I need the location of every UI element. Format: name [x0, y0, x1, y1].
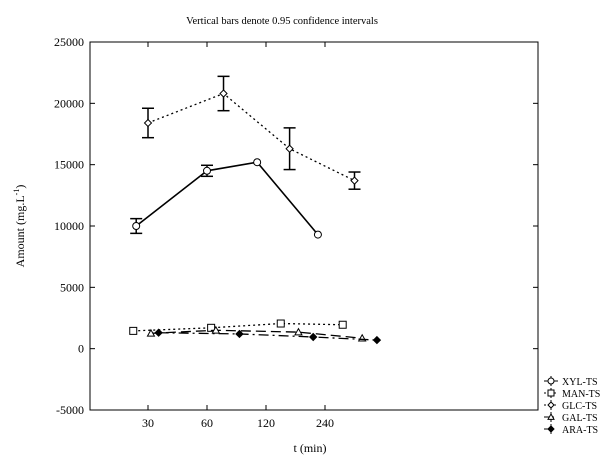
y-axis-label-main: Amount (mg.L	[13, 195, 27, 267]
series-line-xyl-ts	[135, 161, 319, 236]
plot-frame	[89, 41, 539, 411]
series-ara-ts	[154, 328, 382, 345]
x-axis-label: t (min)	[294, 441, 327, 455]
y-axis: 25000 20000 15000 10000 5000 0 -5000	[54, 35, 538, 417]
data-point-ara-ts-3	[372, 335, 382, 345]
data-point-glc-ts-1	[219, 89, 228, 98]
data-point-ara-ts-0	[154, 328, 163, 337]
y-axis-label: Amount (mg.L-1)	[12, 185, 27, 268]
y-tick-label-2: 15000	[54, 158, 84, 172]
y-tick-label-0: 25000	[54, 35, 84, 49]
series-glc-ts	[142, 75, 361, 190]
data-point-man-ts-1	[207, 323, 216, 332]
legend-marker-gal-ts	[547, 412, 555, 420]
y-tick-label-3: 10000	[54, 219, 84, 233]
data-point-ara-ts-1	[235, 329, 244, 339]
legend-label-man-ts: MAN-TS	[562, 389, 600, 400]
x-tick-label-3: 240	[316, 416, 334, 430]
y-tick-label-5: 0	[78, 342, 84, 356]
legend-label-glc-ts: GLC-TS	[562, 401, 597, 412]
data-point-glc-ts-3	[350, 176, 359, 185]
chart-title: Vertical bars denote 0.95 confidence int…	[186, 16, 378, 27]
data-point-xyl-ts-0	[132, 222, 141, 230]
series-line-man-ts	[133, 322, 343, 332]
data-point-gal-ts-2	[294, 327, 303, 336]
legend-label-ara-ts: ARA-TS	[562, 425, 598, 436]
series-line-gal-ts	[150, 329, 363, 339]
series-xyl-ts	[130, 158, 322, 239]
data-point-glc-ts-2	[285, 144, 294, 153]
data-point-xyl-ts-3	[313, 230, 322, 239]
y-tick-label-6: -5000	[56, 403, 84, 417]
series-line-ara-ts	[158, 332, 377, 341]
legend-label-gal-ts: GAL-TS	[562, 413, 598, 424]
y-tick-label-1: 20000	[54, 96, 84, 110]
data-point-man-ts-3	[338, 320, 347, 329]
y-axis-label-sup: -1	[12, 189, 21, 196]
y-axis-label-end: )	[13, 185, 27, 189]
data-point-xyl-ts-1	[203, 166, 211, 175]
legend-marker-xyl-ts	[547, 377, 555, 385]
data-point-man-ts-0	[129, 326, 138, 335]
x-axis: 30 60 120 240	[142, 42, 334, 430]
series-layer	[129, 75, 382, 345]
legend-marker-glc-ts	[547, 401, 555, 409]
data-point-xyl-ts-2	[253, 158, 262, 167]
legend-marker-man-ts	[547, 389, 555, 397]
legend-label-xyl-ts: XYL-TS	[562, 377, 598, 388]
data-point-gal-ts-1	[211, 325, 221, 334]
x-tick-label-1: 60	[201, 416, 213, 430]
data-point-ara-ts-2	[308, 332, 318, 342]
y-tick-label-4: 5000	[60, 280, 84, 294]
data-point-man-ts-2	[276, 319, 285, 328]
series-man-ts	[129, 319, 347, 335]
legend-marker-ara-ts	[547, 425, 555, 433]
series-line-glc-ts	[147, 92, 355, 182]
x-tick-label-0: 30	[142, 416, 154, 430]
x-tick-label-2: 120	[257, 416, 275, 430]
data-point-gal-ts-0	[146, 328, 156, 337]
data-point-glc-ts-0	[143, 118, 153, 128]
